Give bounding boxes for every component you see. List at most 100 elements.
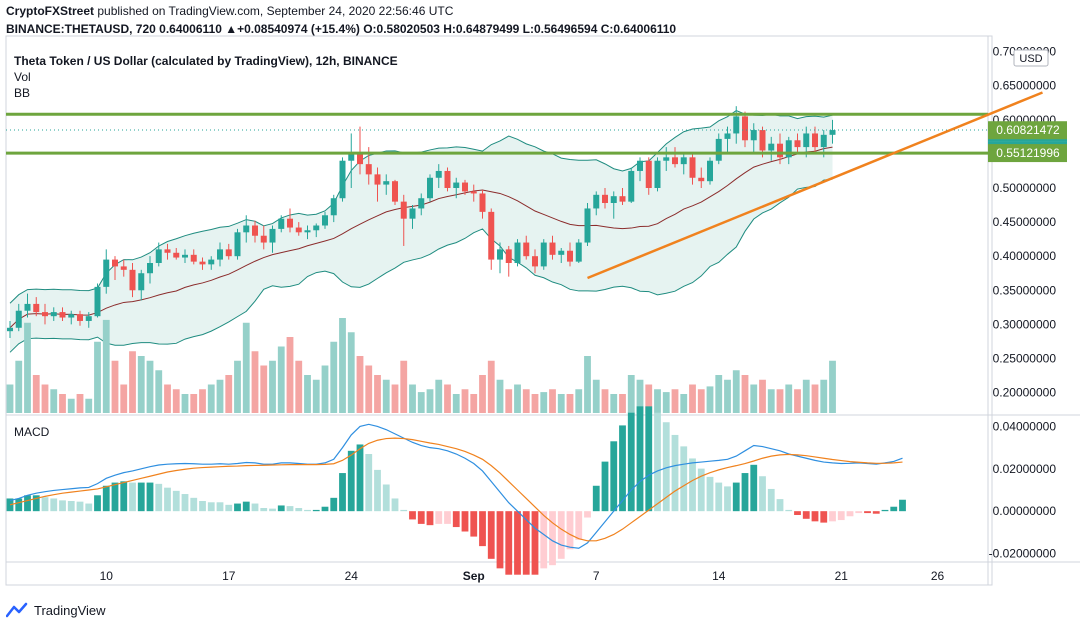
volume-bar <box>417 392 425 413</box>
volume-bar <box>592 379 600 413</box>
volume-bar <box>540 392 548 413</box>
tradingview-logo-icon <box>6 602 28 618</box>
candle-body <box>24 303 31 311</box>
price-axis-tick: 0.40000000 <box>993 249 1057 263</box>
macd-histogram-bar <box>776 499 784 512</box>
macd-histogram-bar <box>374 469 381 512</box>
macd-histogram-bar <box>872 511 880 514</box>
macd-histogram-bar <box>444 511 451 524</box>
macd-label: MACD <box>14 425 50 439</box>
volume-bar <box>32 375 40 413</box>
macd-histogram-bar <box>67 501 75 512</box>
volume-bar <box>269 360 276 413</box>
volume-bar <box>234 360 241 413</box>
macd-histogram-bar <box>234 503 241 512</box>
candle-body <box>505 249 512 263</box>
candle-body <box>794 140 801 148</box>
macd-histogram-bar <box>15 498 23 512</box>
volume-bar <box>129 351 136 413</box>
macd-histogram-bar <box>181 494 189 512</box>
volume-bar <box>514 384 521 413</box>
candle-body <box>260 235 267 243</box>
macd-histogram-bar <box>689 458 696 512</box>
volume-bar <box>794 389 801 413</box>
macd-histogram-bar <box>365 454 373 512</box>
volume-bar <box>610 394 618 413</box>
candle-body <box>470 191 477 194</box>
candle-body <box>15 310 22 328</box>
ohlc-values: 0.64006110 ▲+0.08540974 (+15.4%) O:0.580… <box>159 22 677 36</box>
volume-bar <box>601 389 609 413</box>
candle-body <box>85 316 92 321</box>
candle-body <box>269 228 276 243</box>
macd-histogram-bar <box>627 412 635 512</box>
volume-bar <box>41 384 49 413</box>
volume-bar <box>531 394 539 413</box>
macd-histogram-bar <box>837 511 845 521</box>
candle-body <box>147 263 153 274</box>
volume-bar <box>409 384 416 413</box>
volume-bar <box>365 365 373 413</box>
macd-histogram-bar <box>706 476 714 512</box>
macd-histogram-bar <box>190 497 198 512</box>
macd-histogram-bar <box>146 482 154 512</box>
macd-axis-tick: 0.04000000 <box>993 419 1057 433</box>
candle-body <box>42 312 48 317</box>
macd-histogram-bar <box>592 485 600 512</box>
candle-body <box>68 314 75 318</box>
volume-bar <box>146 360 154 413</box>
macd-histogram-bar <box>785 509 793 512</box>
time-axis-label: 17 <box>222 569 236 583</box>
macd-histogram-bar <box>59 500 66 512</box>
macd-histogram-bar <box>759 476 766 512</box>
macd-histogram-bar <box>514 511 521 575</box>
volume-bar <box>400 360 408 413</box>
volume-bar <box>164 384 171 413</box>
candle-body <box>383 181 390 185</box>
time-axis-label: Sep <box>463 569 485 583</box>
macd-histogram-bar <box>382 484 390 512</box>
volume-bar <box>627 375 635 413</box>
macd-axis-tick: -0.02000000 <box>989 547 1057 561</box>
volume-bar <box>391 384 399 413</box>
macd-histogram-bar <box>207 502 215 512</box>
volume-bar <box>785 384 793 413</box>
price-axis-tick: 0.30000000 <box>993 317 1057 331</box>
macd-histogram-bar <box>505 511 513 575</box>
volume-bar <box>496 379 504 413</box>
volume-bar <box>619 394 626 413</box>
macd-histogram-bar <box>619 425 626 512</box>
candle-body <box>462 182 468 192</box>
time-axis-label: 24 <box>345 569 359 583</box>
currency-box <box>1013 49 1049 67</box>
candle-body <box>479 193 486 212</box>
candle-body <box>637 160 643 171</box>
macd-histogram-bar <box>496 511 504 569</box>
candle-body <box>322 215 328 226</box>
candle-body <box>427 177 433 199</box>
publisher-name[interactable]: CryptoFXStreet <box>6 4 95 18</box>
candle-body <box>523 242 530 257</box>
macd-histogram-bar <box>636 406 644 512</box>
volume-bar <box>15 360 23 413</box>
price-axis-tick: 0.25000000 <box>993 351 1057 365</box>
candle-body <box>155 249 162 263</box>
volume-bar <box>689 384 696 413</box>
candle-body <box>357 153 363 165</box>
price-axis-tick: 0.45000000 <box>993 215 1057 229</box>
macd-histogram-bar <box>102 485 110 512</box>
volume-bar <box>330 341 338 413</box>
macd-histogram-bar <box>881 509 889 512</box>
candle-body <box>234 232 241 257</box>
volume-bar <box>767 389 775 413</box>
volume-bar <box>732 370 740 413</box>
volume-bar <box>750 384 758 413</box>
volume-bar <box>207 384 215 413</box>
tradingview-logo[interactable]: TradingView <box>6 602 106 618</box>
macd-histogram-bar <box>129 482 136 512</box>
macd-histogram-bar <box>820 511 828 523</box>
volume-bar <box>820 379 828 413</box>
candle-body <box>304 230 311 233</box>
candle-body <box>103 259 110 287</box>
